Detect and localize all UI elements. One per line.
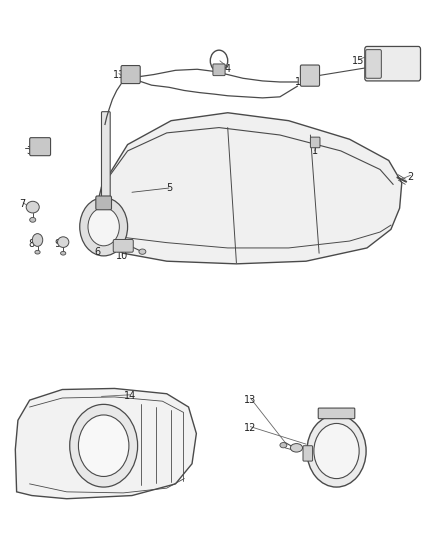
Polygon shape [95, 113, 402, 264]
FancyBboxPatch shape [213, 64, 225, 76]
Circle shape [314, 423, 359, 479]
Circle shape [32, 233, 43, 246]
Polygon shape [15, 389, 196, 499]
FancyBboxPatch shape [303, 446, 313, 461]
Ellipse shape [139, 249, 146, 254]
Ellipse shape [35, 251, 40, 254]
Text: 8: 8 [28, 239, 34, 249]
Circle shape [70, 405, 138, 487]
FancyBboxPatch shape [300, 65, 320, 86]
Text: 7: 7 [19, 199, 25, 209]
Text: 9: 9 [54, 239, 60, 249]
Text: 4: 4 [225, 64, 231, 74]
Circle shape [307, 415, 366, 487]
Text: 15: 15 [352, 56, 364, 66]
FancyBboxPatch shape [365, 46, 420, 81]
Text: 13: 13 [244, 395, 257, 405]
Text: 16: 16 [295, 77, 307, 87]
Circle shape [80, 198, 127, 256]
Text: 3: 3 [27, 146, 33, 156]
Ellipse shape [290, 443, 303, 452]
Text: 2: 2 [407, 172, 413, 182]
Text: 5: 5 [166, 183, 172, 193]
Text: 10: 10 [116, 251, 128, 261]
FancyBboxPatch shape [113, 239, 133, 252]
Text: 12: 12 [244, 423, 257, 433]
FancyBboxPatch shape [311, 137, 320, 148]
FancyBboxPatch shape [366, 50, 381, 78]
Text: 14: 14 [124, 391, 136, 401]
Text: 1: 1 [312, 146, 318, 156]
Circle shape [78, 415, 129, 477]
Ellipse shape [280, 442, 287, 448]
FancyBboxPatch shape [318, 408, 355, 419]
FancyBboxPatch shape [96, 196, 112, 210]
Ellipse shape [26, 201, 39, 213]
Ellipse shape [60, 252, 66, 255]
FancyBboxPatch shape [30, 138, 50, 156]
Ellipse shape [30, 217, 36, 222]
Circle shape [88, 208, 119, 246]
Text: 6: 6 [94, 247, 100, 257]
FancyBboxPatch shape [102, 112, 110, 207]
Ellipse shape [57, 237, 69, 247]
Text: 11: 11 [113, 70, 125, 79]
FancyBboxPatch shape [121, 66, 140, 84]
